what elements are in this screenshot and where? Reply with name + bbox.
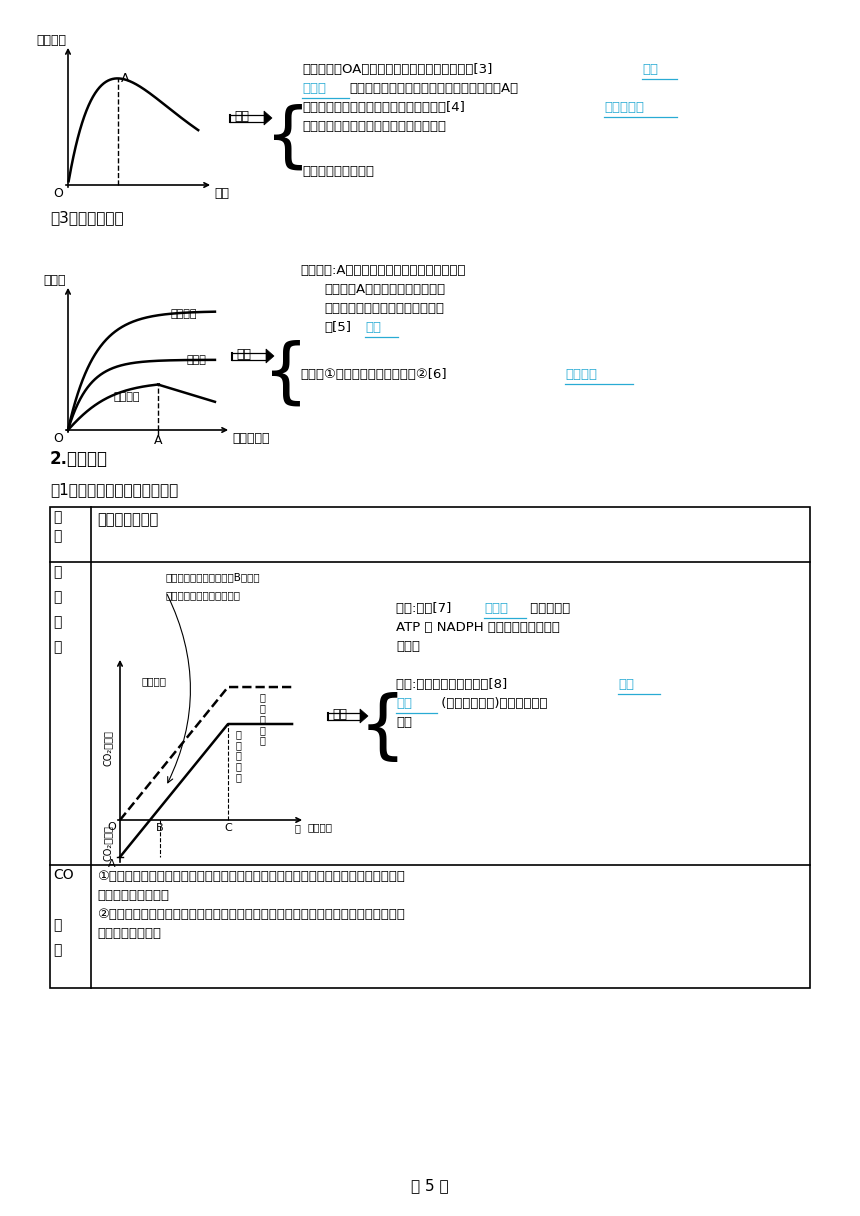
Text: O: O xyxy=(108,822,116,832)
Text: 第 5 页: 第 5 页 xyxy=(411,1178,449,1193)
Polygon shape xyxy=(360,709,368,724)
Text: 光照强度: 光照强度 xyxy=(307,822,332,832)
Text: 含量: 含量 xyxy=(642,63,658,75)
Text: 叶龄: 叶龄 xyxy=(214,187,229,199)
Polygon shape xyxy=(266,349,274,364)
Text: CO

浓
度: CO 浓 度 xyxy=(53,868,74,957)
Text: 总
光
合
作
用: 总 光 合 作 用 xyxy=(260,692,266,745)
Text: 净
光
合
作
用: 净 光 合 作 用 xyxy=(236,730,242,782)
Text: 光补偿点：光照强度大于B点对应: 光补偿点：光照强度大于B点对应 xyxy=(166,572,261,582)
Text: 光照: 光照 xyxy=(618,679,634,691)
Text: 速率: 速率 xyxy=(396,716,412,730)
Text: 解读: 解读 xyxy=(236,348,251,361)
Text: 干物质量: 干物质量 xyxy=(113,393,139,402)
Text: 的光照强度时植物方可生长: 的光照强度时植物方可生长 xyxy=(166,590,241,599)
Bar xyxy=(50,507,810,987)
Text: 合理密植: 合理密植 xyxy=(565,368,597,381)
Text: 2.外部因素: 2.外部因素 xyxy=(50,450,108,468)
Text: 因
素: 因 素 xyxy=(53,510,61,544)
Text: 反应。: 反应。 xyxy=(396,640,420,653)
Text: 叶面积指数: 叶面积指数 xyxy=(232,432,269,445)
Text: 曲线分析及应用: 曲线分析及应用 xyxy=(97,512,158,527)
Text: C: C xyxy=(224,823,232,833)
Text: 光
照
强
度: 光 照 强 度 xyxy=(53,565,61,654)
Text: 二氧化碳补偿点）。: 二氧化碳补偿点）。 xyxy=(97,889,169,902)
Text: 和活性: 和活性 xyxy=(302,81,326,95)
Text: 应用:温室大棚中适当提高[8]: 应用:温室大棚中适当提高[8] xyxy=(396,679,512,691)
Polygon shape xyxy=(264,111,272,125)
Text: 原理:影响[7]: 原理:影响[7] xyxy=(396,602,456,615)
Text: ②饱和点：使光合速率达到最大时的最小光照强度（或二氧化碳浓度）叫光饱和点（或: ②饱和点：使光合速率达到最大时的最小光照强度（或二氧化碳浓度）叫光饱和点（或 xyxy=(97,908,405,921)
Text: 曲线分析:A点前，随叶面积指数增大，总光合: 曲线分析:A点前，随叶面积指数增大，总光合 xyxy=(300,264,465,277)
Text: ①补偿点：使光合速率与呼吸速率相等的光照强度（或二氧化碳浓度）叫光补偿点（或: ①补偿点：使光合速率与呼吸速率相等的光照强度（或二氧化碳浓度）叫光补偿点（或 xyxy=(97,869,405,883)
Text: 物质量: 物质量 xyxy=(44,274,66,287)
Text: 等导致酶促反应速率减小，光合速率减慢: 等导致酶促反应速率减小，光合速率减慢 xyxy=(302,120,446,133)
Text: A: A xyxy=(154,434,163,447)
Text: CO₂释放量: CO₂释放量 xyxy=(103,826,113,861)
Text: ATP 及 NADPH 的产生，进而制约暗: ATP 及 NADPH 的产生，进而制约暗 xyxy=(396,621,560,634)
Text: O: O xyxy=(53,432,63,445)
Text: 光反应: 光反应 xyxy=(484,602,508,615)
Text: 阶段，制约: 阶段，制约 xyxy=(526,602,570,615)
Text: A: A xyxy=(108,858,116,869)
Text: {: { xyxy=(265,103,311,173)
Text: O: O xyxy=(53,187,63,199)
Text: 下降: 下降 xyxy=(365,321,381,334)
Text: 光合速率: 光合速率 xyxy=(36,34,66,47)
Text: 呼吸量: 呼吸量 xyxy=(187,355,206,365)
Text: 解读: 解读 xyxy=(234,109,249,123)
Text: 解读: 解读 xyxy=(332,708,347,721)
Text: 酶活性降低: 酶活性降低 xyxy=(604,101,644,114)
Text: {: { xyxy=(263,339,309,409)
Text: CO₂吸收量: CO₂吸收量 xyxy=(103,730,113,766)
Text: 二氧化碳饱和点）: 二氧化碳饱和点） xyxy=(97,927,161,940)
Text: B: B xyxy=(157,823,163,833)
Text: 量[5]: 量[5] xyxy=(324,321,351,334)
Text: 曲线分析：OA段，随叶龄增大，色素增加、酶[3]: 曲线分析：OA段，随叶龄增大，色素增加、酶[3] xyxy=(302,63,493,75)
Text: 应用：适时摘除老叶: 应用：适时摘除老叶 xyxy=(302,165,374,178)
Text: 强度: 强度 xyxy=(396,697,412,710)
Text: （1）单因素对光合作用的影响: （1）单因素对光合作用的影响 xyxy=(50,482,178,497)
Text: （3）叶面积指数: （3）叶面积指数 xyxy=(50,210,124,225)
Text: 之后，随叶龄增大，色素和酶含量减少，[4]: 之后，随叶龄增大，色素和酶含量减少，[4] xyxy=(302,101,465,114)
Text: A: A xyxy=(120,73,129,85)
Text: 光饱和点: 光饱和点 xyxy=(142,676,167,686)
Text: 应用：①适当摘除植株下层叶；②[6]: 应用：①适当摘除植株下层叶；②[6] xyxy=(300,368,446,381)
Text: 用: 用 xyxy=(294,823,300,833)
Text: 总光合量: 总光合量 xyxy=(171,310,198,320)
Text: 增加，酶促反应速率增大，光合速率加快。A点: 增加，酶促反应速率增大，光合速率加快。A点 xyxy=(349,81,518,95)
Text: 升，但因呼吸量上升更快，干物质: 升，但因呼吸量上升更快，干物质 xyxy=(324,302,444,315)
Text: (如阴天时补光)可以提高光合: (如阴天时补光)可以提高光合 xyxy=(437,697,548,710)
Text: 量增大；A点后，虽然总光合量上: 量增大；A点后，虽然总光合量上 xyxy=(324,283,445,295)
Text: {: { xyxy=(358,692,406,765)
